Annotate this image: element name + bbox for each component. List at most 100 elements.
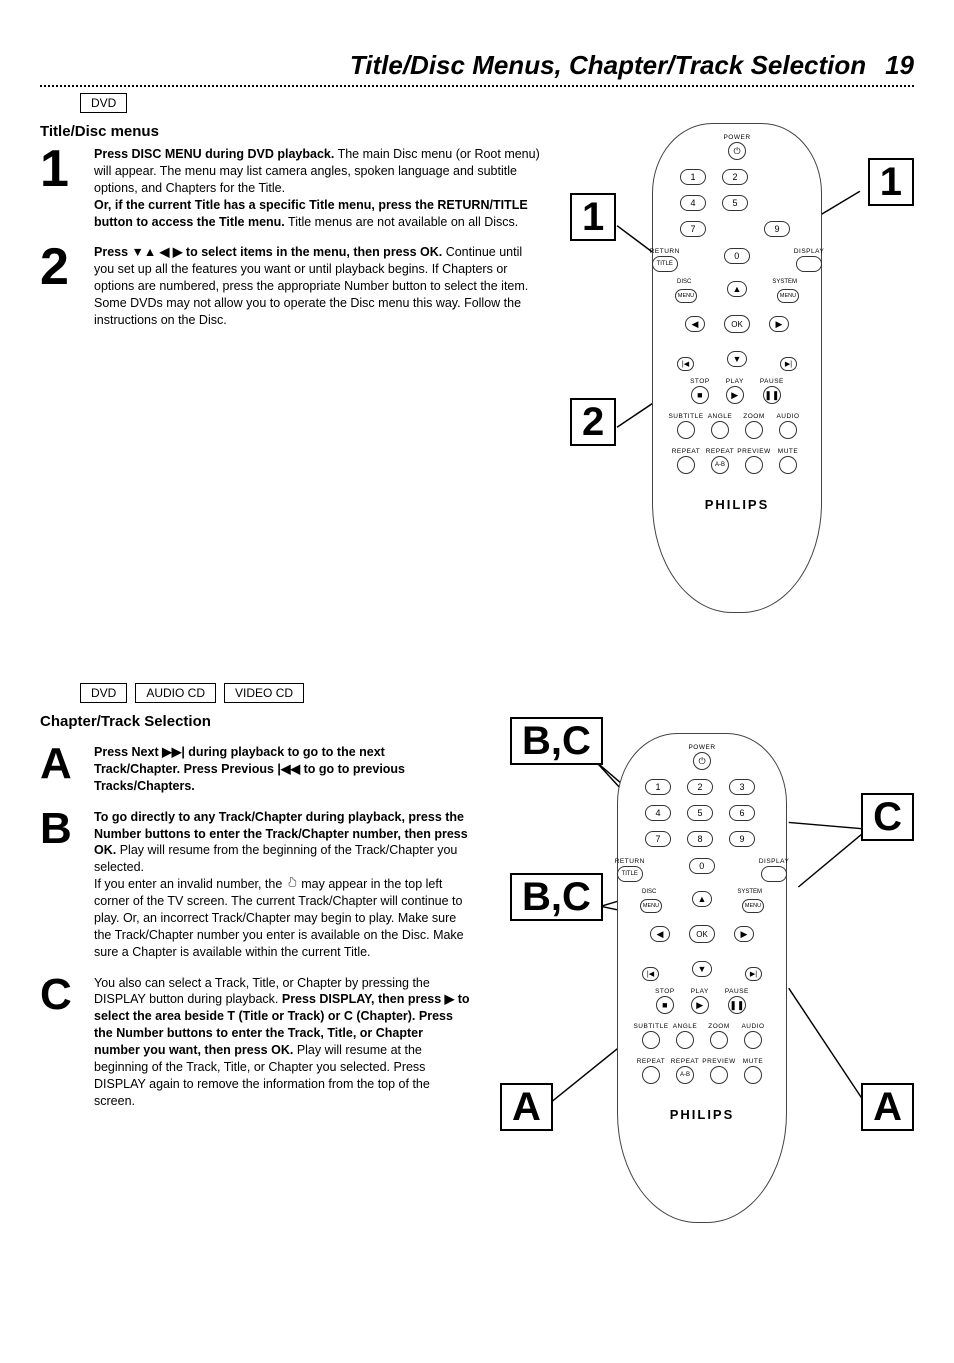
up-button[interactable]: ▲ <box>727 281 747 297</box>
down-button[interactable]: ▼ <box>727 351 747 367</box>
callout-c-right: C <box>861 793 914 841</box>
num-7[interactable]: 7 <box>680 221 706 237</box>
page-header: Title/Disc Menus, Chapter/Track Selectio… <box>40 50 914 81</box>
display-button[interactable] <box>796 256 822 272</box>
skip-prev-button[interactable]: |◀ <box>677 357 694 371</box>
return-label: RETURN <box>650 248 680 255</box>
repeat-label: REPEAT <box>672 448 701 455</box>
skip-next-button[interactable]: ▶| <box>780 357 797 371</box>
down-button-2[interactable]: ▼ <box>692 961 712 977</box>
tag-row-mid: DVD AUDIO CD VIDEO CD <box>80 683 914 703</box>
angle-button[interactable] <box>711 421 729 439</box>
step-a-letter: A <box>40 744 82 795</box>
num2-4[interactable]: 4 <box>645 805 671 821</box>
step-2-bold1: Press ▼▲ ◀ ▶ to select items in the menu… <box>94 245 442 259</box>
callout-2-left: 2 <box>570 398 616 446</box>
system-menu-button[interactable]: MENU <box>777 289 799 303</box>
pause-button-2[interactable]: ❚❚ <box>728 996 746 1014</box>
title-button[interactable]: TITLE <box>652 256 678 272</box>
power-button-2[interactable]: ⏻ <box>693 752 711 770</box>
system-menu-button-2[interactable]: MENU <box>742 899 764 913</box>
pause-button[interactable]: ❚❚ <box>763 386 781 404</box>
right-button-2[interactable]: ▶ <box>734 926 754 942</box>
num2-5[interactable]: 5 <box>687 805 713 821</box>
num2-3[interactable]: 3 <box>729 779 755 795</box>
zoom-button[interactable] <box>745 421 763 439</box>
ok-button[interactable]: OK <box>724 315 750 333</box>
num2-6[interactable]: 6 <box>729 805 755 821</box>
power-button[interactable]: ⏻ <box>728 142 746 160</box>
zoom-button-2[interactable] <box>710 1031 728 1049</box>
step-1: 1 Press DISC MENU during DVD playback. T… <box>40 146 540 230</box>
num-1[interactable]: 1 <box>680 169 706 185</box>
disc-label-2: DISC <box>642 889 656 895</box>
ok-button-2[interactable]: OK <box>689 925 715 943</box>
remote-diagram-2: B,C B,C C A A POWER⏻ 1 2 3 4 5 6 7 8 <box>490 713 914 1273</box>
mute-button[interactable] <box>779 456 797 474</box>
play-button-2[interactable]: ▶ <box>691 996 709 1014</box>
repeat-ab-button[interactable]: A-B <box>711 456 729 474</box>
num-4[interactable]: 4 <box>680 195 706 211</box>
step-a: A Press Next ▶▶| during playback to go t… <box>40 744 470 795</box>
num-9[interactable]: 9 <box>764 221 790 237</box>
section2-heading: Chapter/Track Selection <box>40 713 470 730</box>
preview-button[interactable] <box>745 456 763 474</box>
audio-button-2[interactable] <box>744 1031 762 1049</box>
disc-menu-button-2[interactable]: MENU <box>640 899 662 913</box>
disc-label: DISC <box>677 279 691 285</box>
system-label-2: SYSTEM <box>737 889 762 895</box>
right-button[interactable]: ▶ <box>769 316 789 332</box>
step-b-text2a: If you enter an invalid number, the <box>94 877 286 891</box>
audio-label-2: AUDIO <box>741 1023 764 1030</box>
repeat-button[interactable] <box>677 456 695 474</box>
angle-label-2: ANGLE <box>673 1023 698 1030</box>
audio-button[interactable] <box>779 421 797 439</box>
section1-heading: Title/Disc menus <box>40 123 540 140</box>
mute-button-2[interactable] <box>744 1066 762 1084</box>
left-button[interactable]: ◀ <box>685 316 705 332</box>
play-button[interactable]: ▶ <box>726 386 744 404</box>
callout-a-right: A <box>861 1083 914 1131</box>
subtitle-button-2[interactable] <box>642 1031 660 1049</box>
step-c: C You also can select a Track, Title, or… <box>40 975 470 1110</box>
num2-8[interactable]: 8 <box>687 831 713 847</box>
display-button-2[interactable] <box>761 866 787 882</box>
brand-label-2: PHILIPS <box>670 1107 735 1122</box>
skip-next-button-2[interactable]: ▶| <box>745 967 762 981</box>
section2-text: Chapter/Track Selection A Press Next ▶▶|… <box>40 713 470 1273</box>
pause-label-2: PAUSE <box>725 988 749 995</box>
title-button-2[interactable]: TITLE <box>617 866 643 882</box>
dpad: DISC SYSTEM MENU MENU ▲ ▼ ◀ ▶ |◀ ▶| OK <box>677 281 797 367</box>
disc-menu-button[interactable]: MENU <box>675 289 697 303</box>
up-button-2[interactable]: ▲ <box>692 891 712 907</box>
num-5[interactable]: 5 <box>722 195 748 211</box>
repeat-button-2[interactable] <box>642 1066 660 1084</box>
num2-9[interactable]: 9 <box>729 831 755 847</box>
stop-button-2[interactable]: ■ <box>656 996 674 1014</box>
step-2-body: Press ▼▲ ◀ ▶ to select items in the menu… <box>94 244 540 328</box>
tag-row-top: DVD <box>80 93 914 113</box>
step-b-letter: B <box>40 809 82 961</box>
preview-button-2[interactable] <box>710 1066 728 1084</box>
repeat-ab-button-2[interactable]: A-B <box>676 1066 694 1084</box>
skip-prev-button-2[interactable]: |◀ <box>642 967 659 981</box>
left-button-2[interactable]: ◀ <box>650 926 670 942</box>
preview-label: PREVIEW <box>737 448 770 455</box>
stop-label: STOP <box>690 378 710 385</box>
num2-1[interactable]: 1 <box>645 779 671 795</box>
num2-7[interactable]: 7 <box>645 831 671 847</box>
angle-button-2[interactable] <box>676 1031 694 1049</box>
mute-label-2: MUTE <box>743 1058 763 1065</box>
callout-1-left: 1 <box>570 193 616 241</box>
num2-2[interactable]: 2 <box>687 779 713 795</box>
repeat-ab-label: REPEAT <box>706 448 735 455</box>
mute-label: MUTE <box>778 448 798 455</box>
num2-0[interactable]: 0 <box>689 858 715 874</box>
number-pad: 1 2 4 5 7 9 <box>680 169 794 241</box>
step-1-bold1: Press DISC MENU during DVD playback. <box>94 147 334 161</box>
play-label-2: PLAY <box>691 988 709 995</box>
num-0[interactable]: 0 <box>724 248 750 264</box>
num-2[interactable]: 2 <box>722 169 748 185</box>
subtitle-button[interactable] <box>677 421 695 439</box>
stop-button[interactable]: ■ <box>691 386 709 404</box>
